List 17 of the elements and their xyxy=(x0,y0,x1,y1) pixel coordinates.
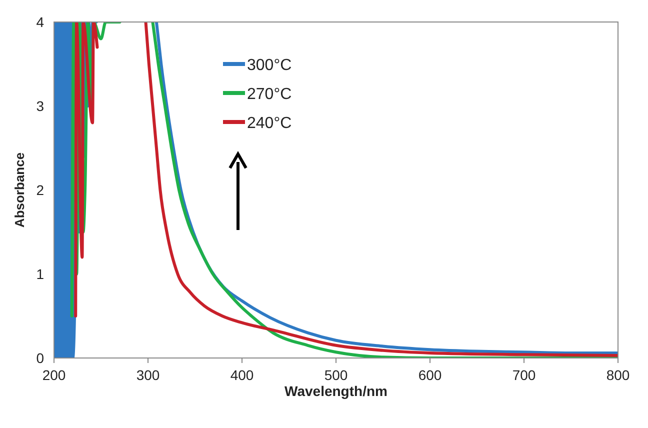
x-tick-label: 700 xyxy=(512,367,536,383)
legend-label: 270°C xyxy=(247,86,292,103)
y-tick-label: 2 xyxy=(36,182,44,198)
y-tick-label: 1 xyxy=(36,266,44,282)
x-tick-label: 300 xyxy=(136,367,160,383)
x-tick-label: 600 xyxy=(418,367,442,383)
y-tick-label: 0 xyxy=(36,350,44,366)
y-axis-title: Absorbance xyxy=(12,152,27,228)
x-tick-label: 800 xyxy=(606,367,630,383)
y-tick-label: 3 xyxy=(36,98,44,114)
y-tick-label: 4 xyxy=(36,14,44,30)
x-axis-title: Wavelength/nm xyxy=(284,383,388,399)
x-tick-label: 200 xyxy=(42,367,66,383)
legend-label: 240°C xyxy=(247,115,292,132)
x-tick-label: 400 xyxy=(230,367,254,383)
x-tick-label: 500 xyxy=(324,367,348,383)
legend-label: 300°C xyxy=(247,57,292,74)
